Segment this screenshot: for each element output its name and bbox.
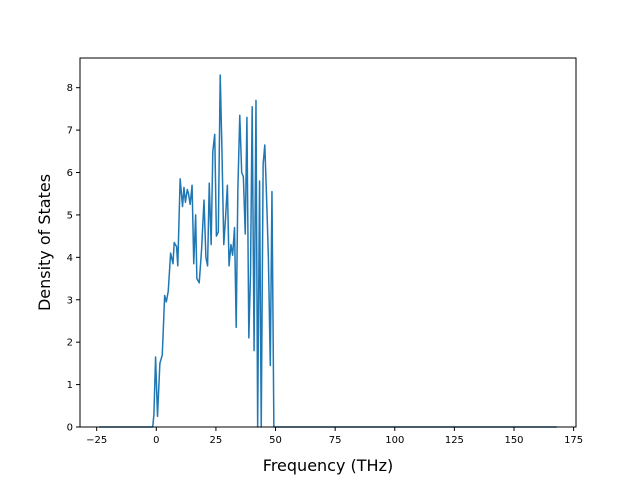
x-tick-label: −25 [86, 435, 107, 446]
x-tick-label: 150 [504, 435, 523, 446]
plot-background [80, 58, 576, 427]
axes-layer [79, 57, 577, 428]
x-axis-ticks: −25 0 25 50 75 100 125 150 175 [86, 427, 583, 446]
x-tick-label: 175 [564, 435, 583, 446]
y-axis-ticks: 0 1 2 3 4 5 6 7 8 [67, 83, 80, 434]
y-tick-label: 6 [67, 168, 73, 179]
x-tick-label: 75 [329, 435, 342, 446]
y-tick-label: 5 [67, 210, 73, 221]
plot-frame [79, 57, 577, 428]
x-tick-label: 0 [153, 435, 159, 446]
y-tick-label: 3 [67, 295, 73, 306]
y-tick-label: 0 [67, 423, 73, 434]
y-tick-label: 8 [67, 83, 73, 94]
y-tick-label: 4 [67, 253, 73, 264]
y-axis-label: Density of States [35, 174, 54, 311]
y-tick-label: 1 [67, 380, 73, 391]
x-tick-label: 125 [445, 435, 464, 446]
x-axis-label: Frequency (THz) [263, 456, 393, 475]
x-tick-label: 50 [269, 435, 282, 446]
x-tick-label: 100 [385, 435, 404, 446]
y-tick-label: 7 [67, 126, 73, 137]
x-tick-label: 25 [210, 435, 223, 446]
y-tick-label: 2 [67, 338, 73, 349]
